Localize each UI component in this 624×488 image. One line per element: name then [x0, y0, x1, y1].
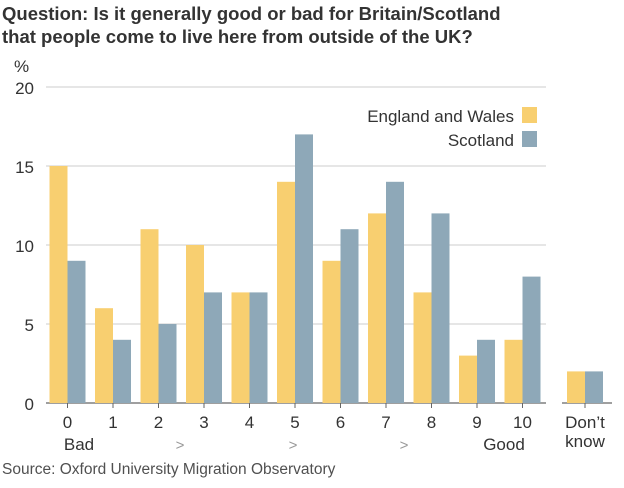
- bar-scotland-1: [113, 339, 131, 403]
- axes: [46, 402, 612, 408]
- x-tick-label: Don’t: [565, 413, 605, 432]
- bar-scotland-5: [295, 134, 313, 403]
- x-tick-label: know: [565, 432, 605, 451]
- x-tick-label: 6: [336, 413, 345, 432]
- y-tick-label: 15: [15, 158, 34, 177]
- chart-title: Question: Is it generally good or bad fo…: [2, 2, 622, 48]
- x-tick-label: 1: [108, 413, 117, 432]
- legend-swatch: [522, 107, 537, 123]
- chart-title-line-1: Question: Is it generally good or bad fo…: [2, 3, 501, 24]
- bar-england-wales-5: [277, 181, 295, 403]
- bar-england-wales-4: [231, 292, 250, 403]
- x-tick-label: 10: [513, 413, 532, 432]
- bar-england-wales-7: [368, 213, 386, 403]
- bar-england-wales-2: [140, 229, 159, 403]
- chart-title-line-2: that people come to live here from outsi…: [2, 26, 473, 47]
- bar-england-wales-6: [322, 260, 341, 403]
- legend-label: Scotland: [448, 131, 514, 150]
- bar-scotland-11: [585, 371, 603, 403]
- bar-england-wales-11: [567, 371, 585, 403]
- x-tick-label: 2: [154, 413, 163, 432]
- x-tick-label: 8: [427, 413, 436, 432]
- x-tick-label: 9: [472, 413, 481, 432]
- y-tick-label: 10: [15, 237, 34, 256]
- bar-scotland-8: [431, 213, 450, 403]
- y-tick-label: 5: [25, 316, 34, 335]
- x-tick-label: 5: [290, 413, 299, 432]
- bar-scotland-10: [522, 276, 541, 403]
- legend-swatch: [522, 131, 537, 147]
- scale-arrow: >: [289, 437, 298, 454]
- bar-england-wales-1: [95, 308, 113, 403]
- legend-label: England and Wales: [367, 107, 514, 126]
- legend: England and Wales Scotland: [367, 107, 537, 150]
- bar-scotland-3: [204, 292, 222, 403]
- x-tick-label: 7: [381, 413, 390, 432]
- bar-scotland-0: [67, 260, 86, 403]
- x-tick-label: 3: [199, 413, 208, 432]
- bar-scotland-4: [249, 292, 268, 403]
- y-axis-unit-label: %: [14, 57, 29, 76]
- bar-scotland-6: [340, 229, 359, 403]
- bar-england-wales-8: [413, 292, 432, 403]
- scale-arrow: >: [176, 437, 185, 454]
- y-tick-label: 0: [25, 395, 34, 414]
- source-note: Source: Oxford University Migration Obse…: [2, 461, 336, 478]
- bar-scotland-2: [158, 324, 177, 403]
- scale-label-bad: Bad: [64, 435, 94, 454]
- x-tick-label: 0: [63, 413, 72, 432]
- bar-scotland-7: [386, 181, 404, 403]
- x-tick-label: 4: [245, 413, 254, 432]
- bar-england-wales-3: [186, 245, 204, 403]
- bar-england-wales-9: [459, 355, 477, 403]
- bar-scotland-9: [477, 339, 495, 403]
- bar-england-wales-10: [504, 339, 523, 403]
- bars: [49, 134, 603, 403]
- scale-arrow: >: [400, 437, 409, 454]
- scale-label-good: Good: [483, 435, 525, 454]
- bar-england-wales-0: [49, 166, 68, 403]
- y-tick-label: 20: [15, 79, 34, 98]
